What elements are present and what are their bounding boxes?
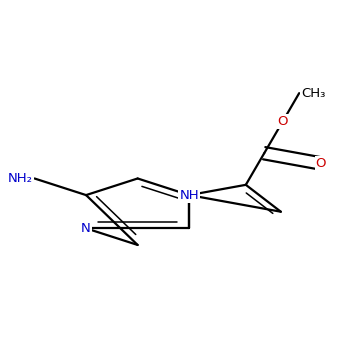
Text: O: O bbox=[316, 157, 326, 170]
Text: NH₂: NH₂ bbox=[8, 172, 33, 185]
Text: CH₃: CH₃ bbox=[301, 87, 325, 100]
Text: N: N bbox=[81, 222, 91, 235]
Text: O: O bbox=[277, 115, 288, 128]
Text: NH: NH bbox=[179, 189, 199, 201]
